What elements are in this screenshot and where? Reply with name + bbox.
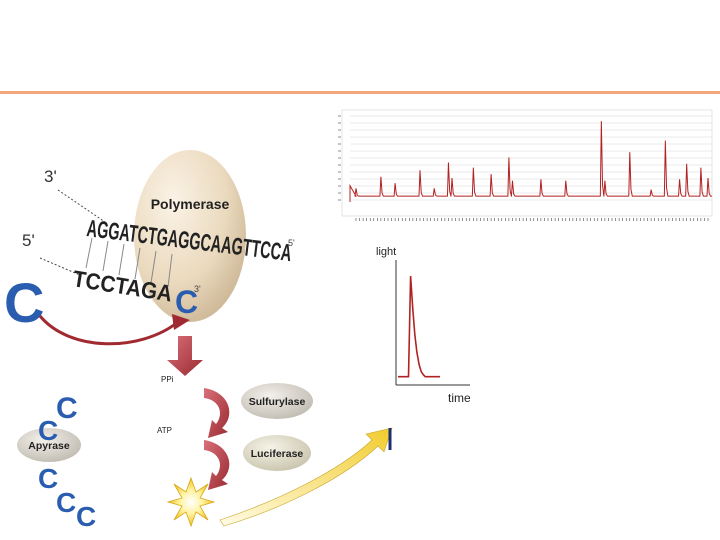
light-arrow-icon xyxy=(219,427,393,527)
header-divider xyxy=(0,91,720,94)
template-leader xyxy=(57,189,106,223)
base-pair-rungs xyxy=(85,237,173,288)
pyrogram-ticks xyxy=(338,115,709,221)
polymerase-ellipse xyxy=(134,150,246,322)
curved-arrow-icon xyxy=(204,388,230,438)
pyrogram-plot-area xyxy=(341,109,713,217)
pulse-xlabel: time xyxy=(448,391,471,405)
pyrogram-series xyxy=(349,121,712,202)
polymerase-label: Polymerase xyxy=(151,196,230,212)
template-end-label: 5' xyxy=(288,238,295,248)
apyrase-label: Apyrase xyxy=(28,440,70,452)
light-pulse-chart: light time xyxy=(376,246,471,405)
apyrase-base-3: C xyxy=(38,463,58,494)
pyrogram-chart xyxy=(338,109,713,221)
incorporated-end-label: 3' xyxy=(194,284,201,294)
growing-leader xyxy=(39,257,81,276)
curved-arrow-icon-2 xyxy=(204,440,230,490)
apyrase-base-5: C xyxy=(76,501,96,532)
pulse-ylabel: light xyxy=(376,246,396,258)
apyrase-base-2: C xyxy=(38,415,58,446)
apyrase-base-1: C xyxy=(56,392,78,425)
luciferase-ellipse xyxy=(243,435,311,471)
luciferase-label: Luciferase xyxy=(251,448,304,460)
apyrase-base-4: C xyxy=(56,487,76,518)
flash-burst-icon xyxy=(166,476,216,528)
down-arrow-icon xyxy=(167,336,203,376)
atp-label: ATP xyxy=(157,426,172,435)
prime5-label: 5' xyxy=(22,231,35,250)
prime3-label: 3' xyxy=(44,167,57,186)
sulfurylase-label: Sulfurylase xyxy=(249,396,306,408)
incorporation-arrowhead xyxy=(172,314,190,330)
free-base: C xyxy=(4,271,44,334)
pulse-series xyxy=(398,275,440,378)
incorporation-arrow xyxy=(38,315,179,346)
ppi-label: PPi xyxy=(161,375,174,384)
apyrase-ellipse xyxy=(17,428,81,462)
incorporated-base: C xyxy=(175,284,198,320)
sulfurylase-ellipse xyxy=(241,383,313,419)
